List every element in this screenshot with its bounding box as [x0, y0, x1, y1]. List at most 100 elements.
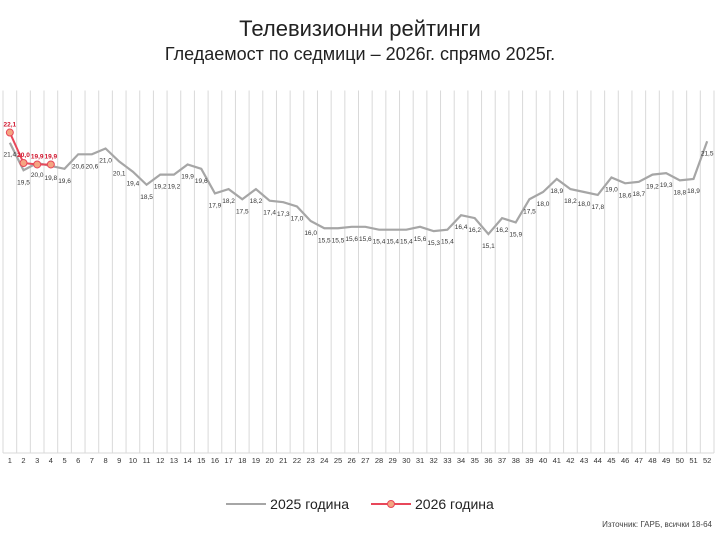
marker-2026 [46, 160, 55, 169]
marker-2026 [19, 159, 28, 167]
series-line-2025 [8, 140, 709, 236]
x-tick-label: 4 [49, 456, 53, 465]
data-label-2025: 18,9 [687, 188, 700, 195]
x-tick-label: 22 [293, 456, 301, 465]
data-label-2025: 19,2 [168, 184, 181, 191]
data-label-2025: 17,5 [523, 208, 536, 215]
data-label-2025: 15,5 [318, 237, 331, 244]
data-label-2025: 18,2 [564, 198, 577, 205]
x-tick-label: 11 [143, 456, 151, 465]
x-tick-label: 21 [279, 456, 287, 465]
chart-subtitle: Гледаемост по седмици – 2026г. спрямо 20… [164, 44, 556, 64]
data-label-2025: 16,0 [304, 230, 317, 237]
x-tick-label: 41 [553, 456, 561, 465]
x-tick-label: 18 [238, 456, 246, 465]
x-tick-label: 17 [224, 456, 232, 465]
x-tick-label: 27 [361, 456, 369, 465]
x-tick-label: 16 [211, 456, 219, 465]
data-label-2025: 15,3 [427, 240, 440, 247]
legend: 2025 година 2026 година [0, 496, 720, 512]
data-label-2025: 18,7 [632, 191, 645, 198]
source-note: Източник: ГАРБ, всички 18-64 [602, 520, 712, 529]
legend-item-2026: 2026 година [371, 496, 494, 512]
x-tick-label: 42 [566, 456, 574, 465]
data-label-2025: 15,9 [509, 231, 522, 238]
data-label-2025: 15,6 [359, 236, 372, 243]
x-tick-label: 7 [90, 456, 94, 465]
x-tick-label: 14 [183, 456, 191, 465]
data-label-2025: 18,2 [250, 198, 263, 205]
data-label-2025: 18,8 [673, 189, 686, 196]
x-tick-label: 12 [156, 456, 164, 465]
data-label-2026: 20,0 [17, 152, 30, 159]
data-label-2025: 16,4 [455, 224, 468, 231]
data-label-2025: 15,4 [400, 239, 413, 246]
x-tick-label: 45 [607, 456, 615, 465]
x-tick-label: 28 [375, 456, 383, 465]
data-label-2025: 16,2 [496, 227, 509, 234]
x-tick-label: 30 [402, 456, 410, 465]
legend-label-2025: 2025 година [270, 496, 349, 512]
x-tick-label: 35 [471, 456, 479, 465]
x-tick-label: 9 [117, 456, 121, 465]
x-tick-label: 5 [62, 456, 66, 465]
x-tick-label: 23 [306, 456, 314, 465]
data-label-2025: 15,4 [386, 239, 399, 246]
x-tick-label: 37 [498, 456, 506, 465]
marker-2026 [5, 128, 14, 137]
x-tick-label: 24 [320, 456, 328, 465]
x-tick-label: 40 [539, 456, 547, 465]
legend-line-2025-icon [226, 503, 267, 505]
data-label-2025: 17,4 [263, 210, 276, 217]
data-label-2025: 15,1 [482, 243, 495, 250]
x-tick-label: 2 [21, 456, 25, 465]
x-tick-label: 8 [103, 456, 107, 465]
legend-line-2026-icon [371, 500, 411, 508]
data-label-2025: 18,6 [619, 192, 632, 199]
data-label-2025: 15,4 [373, 239, 386, 246]
data-label-2025: 17,5 [236, 208, 249, 215]
data-label-2025: 19,5 [17, 179, 30, 186]
legend-label-2026: 2026 година [415, 496, 494, 512]
x-tick-label: 3 [35, 456, 39, 465]
data-label-2026: 22,1 [4, 122, 17, 129]
x-tick-label: 31 [416, 456, 424, 465]
data-label-2025: 15,4 [441, 239, 454, 246]
x-tick-label: 48 [648, 456, 656, 465]
x-tick-label: 33 [443, 456, 451, 465]
data-label-2026: 19,9 [45, 153, 58, 160]
data-label-2025: 19,6 [195, 178, 208, 185]
x-tick-label: 29 [389, 456, 397, 465]
data-label-2025: 15,5 [332, 237, 345, 244]
data-label-2025: 19,9 [181, 173, 194, 180]
data-label-2025: 19,3 [660, 182, 673, 189]
data-label-2025: 15,6 [414, 236, 427, 243]
data-label-2025: 20,6 [86, 163, 99, 170]
x-tick-label: 32 [430, 456, 438, 465]
data-label-2025: 20,6 [72, 163, 85, 170]
x-tick-label: 39 [525, 456, 533, 465]
x-tick-label: 20 [265, 456, 273, 465]
data-label-2025: 18,2 [222, 198, 235, 205]
x-tick-label: 6 [76, 456, 80, 465]
x-tick-label: 13 [170, 456, 178, 465]
data-label-2025: 17,3 [277, 211, 290, 218]
x-tick-label: 51 [689, 456, 697, 465]
x-tick-label: 52 [703, 456, 711, 465]
x-tick-label: 43 [580, 456, 588, 465]
data-label-2025: 20,1 [113, 171, 126, 178]
data-label-2025: 21,4 [4, 152, 17, 159]
chart-title: Телевизионни рейтинги [239, 16, 481, 41]
data-label-2025: 21,0 [99, 158, 112, 165]
data-label-2025: 17,9 [209, 202, 222, 209]
data-label-2025: 18,5 [140, 194, 153, 201]
data-label-2026: 19,9 [31, 153, 44, 160]
data-label-2025: 17,0 [291, 216, 304, 223]
x-tick-label: 10 [129, 456, 137, 465]
series-line-2026 [8, 132, 51, 166]
x-tick-label: 15 [197, 456, 205, 465]
marker-2026 [33, 160, 42, 169]
legend-item-2025: 2025 година [226, 496, 349, 512]
